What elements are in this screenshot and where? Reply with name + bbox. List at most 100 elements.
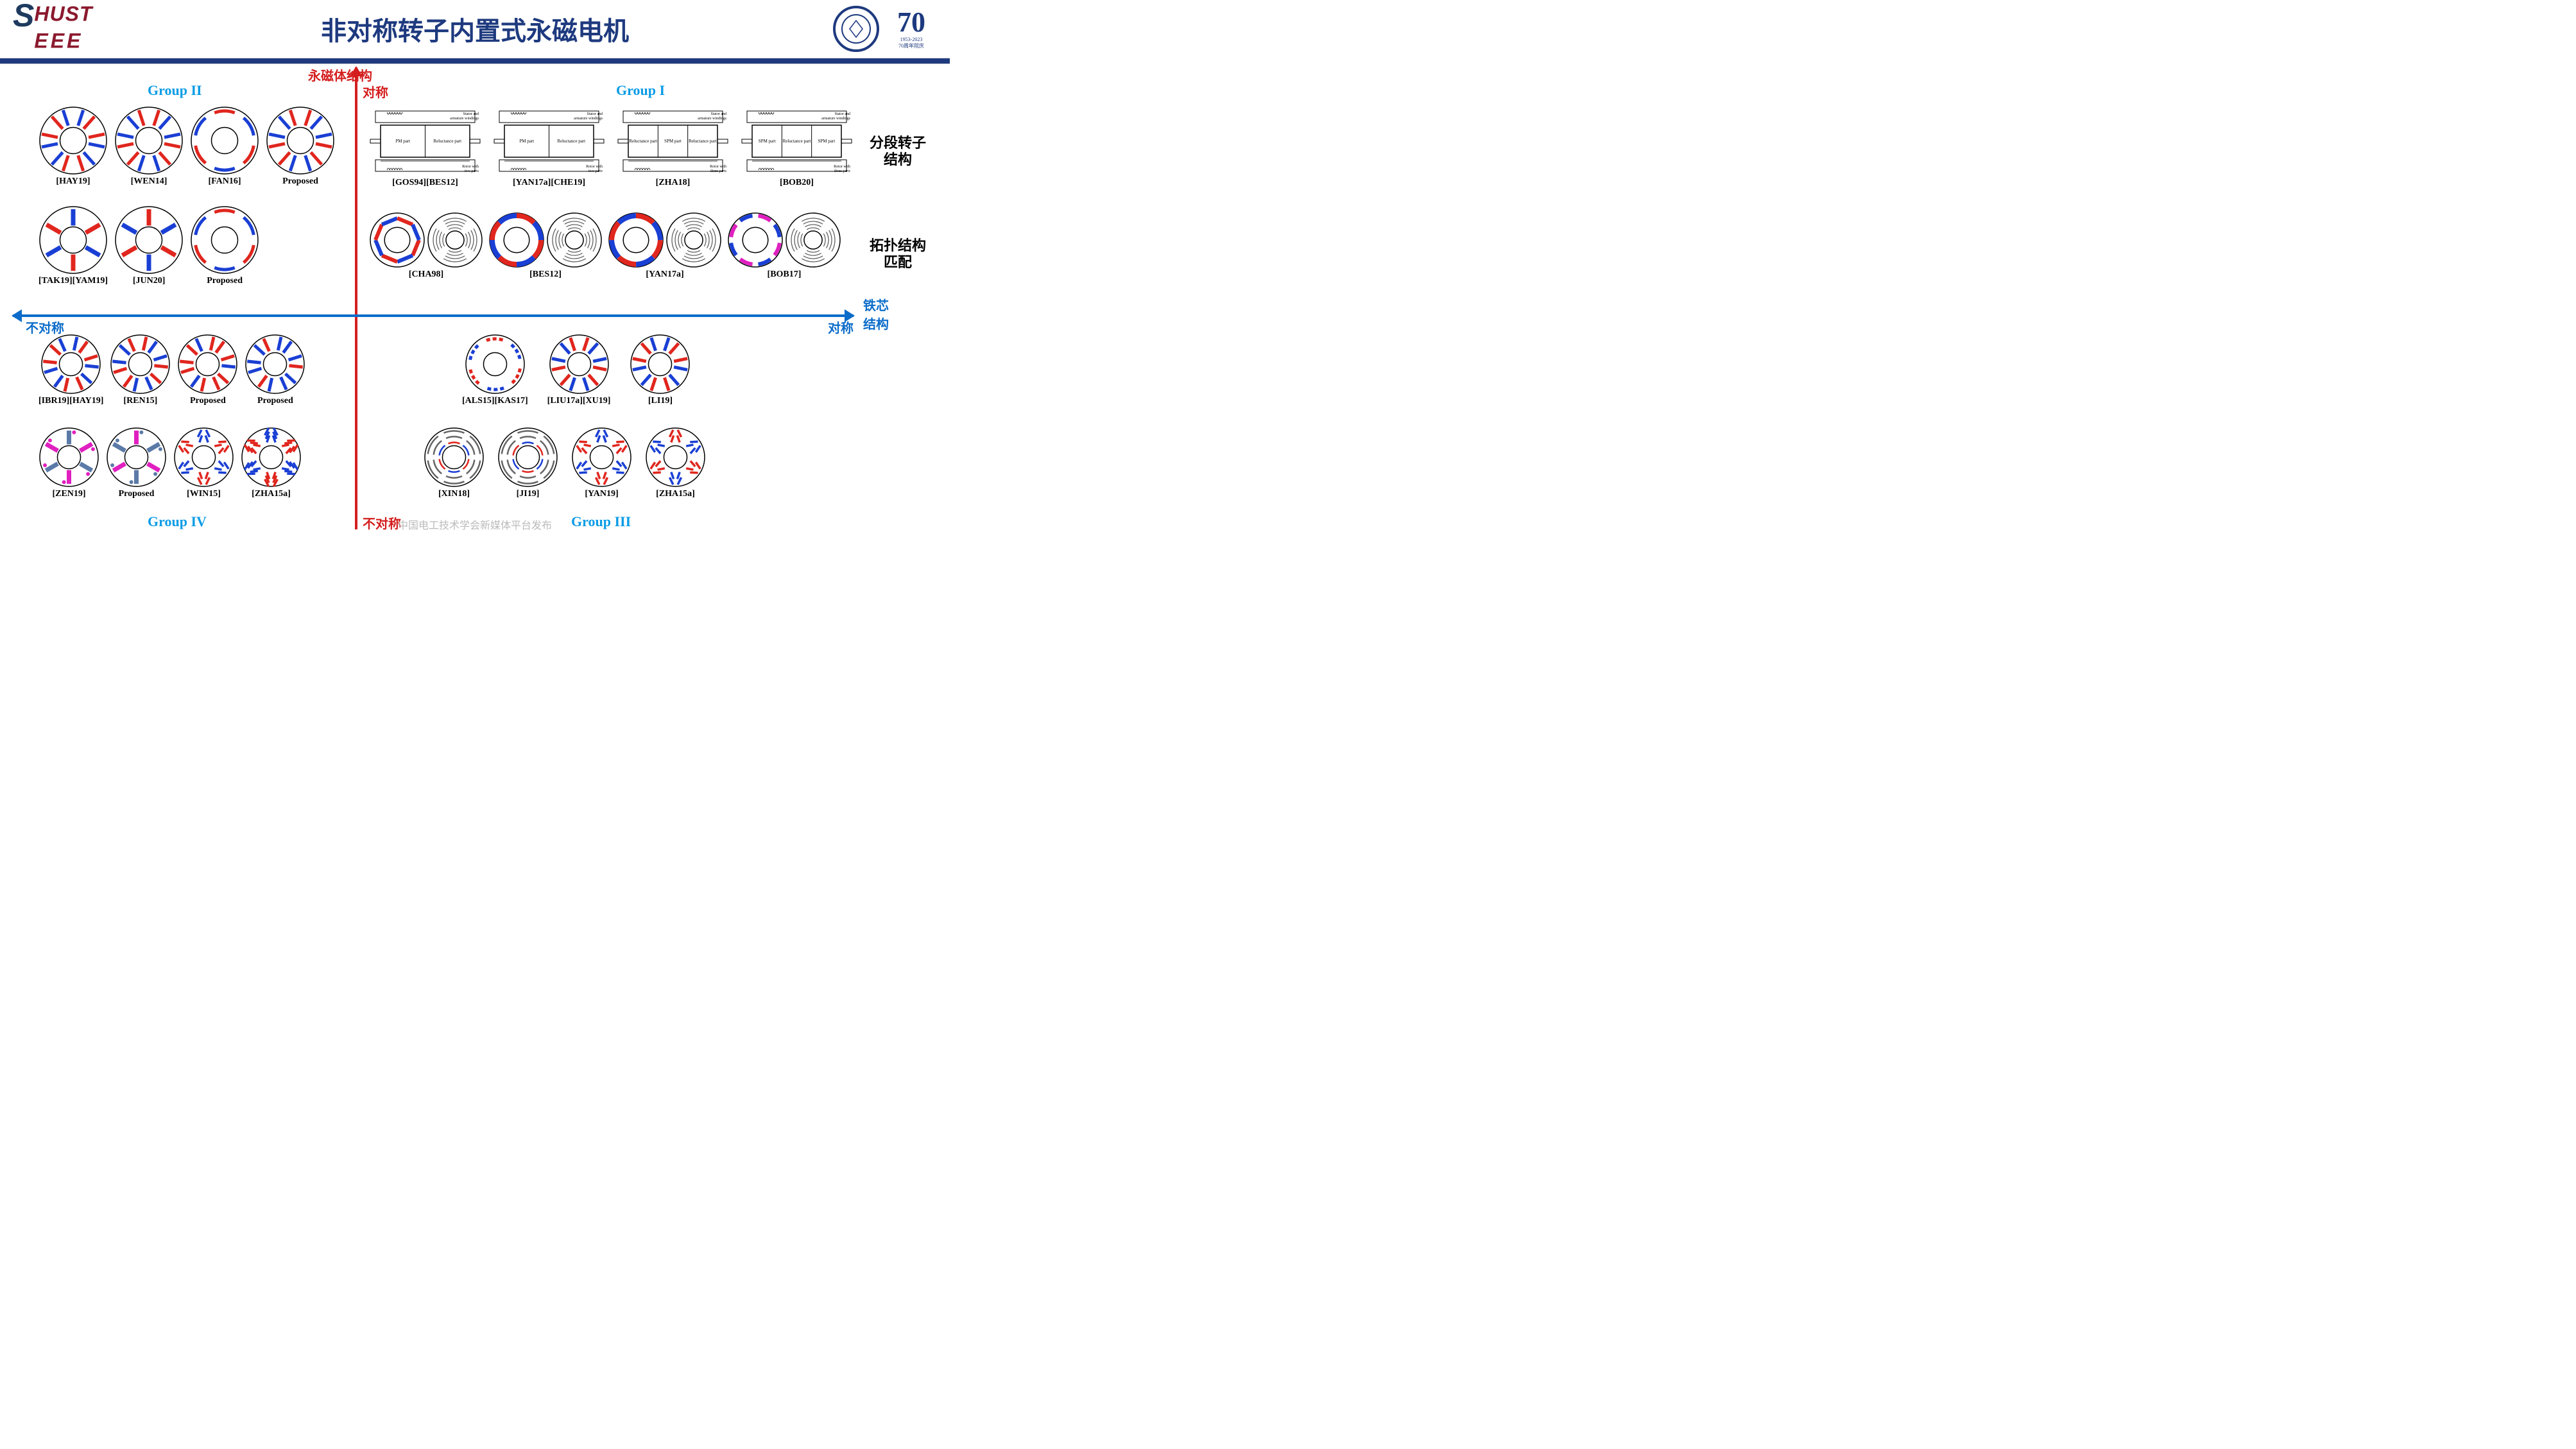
- logo-bottom-text: EEE: [34, 30, 83, 53]
- svg-text:Rotor with: Rotor with: [586, 165, 603, 169]
- diagram-item: [CHA98]: [369, 212, 483, 280]
- diagram-item: [LIU17a][XU19]: [547, 334, 611, 406]
- group1-label: Group I: [616, 82, 665, 99]
- svg-text:Stator and: Stator and: [587, 112, 603, 116]
- diagram-item: Proposed: [177, 334, 238, 406]
- diagram-item: [ZHA15a]: [241, 427, 302, 499]
- diagram-caption: [BES12]: [529, 270, 562, 280]
- diagram-caption: Proposed: [257, 396, 293, 406]
- diagram-item: [YAN19]: [571, 427, 632, 499]
- horizontal-axis: [13, 314, 854, 317]
- h-axis-title: 铁芯 结构: [863, 295, 889, 332]
- diagram-caption: [ZHA18]: [656, 178, 691, 188]
- diagram-item: [TAK19][YAM19]: [39, 205, 108, 286]
- diagram-caption: [ZHA15a]: [656, 489, 695, 499]
- svg-text:SPM part: SPM part: [664, 139, 682, 144]
- svg-text:SPM part: SPM part: [818, 139, 836, 144]
- svg-text:Stator and: Stator and: [463, 112, 479, 116]
- v-axis-title: 永磁体结构: [308, 65, 372, 84]
- group1-topo-row: [CHA98] [BES12] [YAN17a] [BOB17]: [369, 212, 841, 280]
- diagram-caption: [TAK19][YAM19]: [39, 276, 108, 286]
- diagram-caption: [ZHA15a]: [252, 489, 291, 499]
- svg-text:Rotor with: Rotor with: [834, 165, 850, 169]
- diagram-caption: [YAN17a]: [646, 270, 683, 280]
- group3-label: Group III: [571, 513, 631, 530]
- watermark-text: 中国电工技术学会新媒体平台发布: [398, 517, 552, 532]
- h-axis-right: 对称: [828, 318, 854, 336]
- anniversary-sub1: 1953-2023: [900, 37, 923, 42]
- diagram-item: PM part Reluctance part Stator andarmature…: [493, 106, 605, 188]
- svg-text:Reluctance part: Reluctance part: [689, 139, 717, 144]
- svg-text:armature windings: armature windings: [574, 117, 603, 121]
- svg-text:Stator and: Stator and: [711, 112, 727, 116]
- group2-row2: [TAK19][YAM19] [JUN20] Proposed: [39, 205, 259, 286]
- diagram-item: [YAN17a]: [608, 212, 722, 280]
- diagram-item: [HAY19]: [39, 106, 108, 187]
- vertical-axis: [355, 67, 357, 529]
- anniversary-sub2: 70周年院庆: [898, 42, 924, 49]
- diagram-caption: [JI19]: [517, 489, 540, 499]
- group4-row2: [ZEN19]Proposed[WIN15][ZHA15a]: [39, 427, 302, 499]
- diagram-caption: [YAN17a][CHE19]: [513, 178, 585, 188]
- diagram-caption: [IBR19][HAY19]: [39, 396, 103, 406]
- svg-text:Rotor with: Rotor with: [462, 165, 479, 169]
- svg-text:Reluctance part: Reluctance part: [629, 139, 657, 144]
- diagram-item: [IBR19][HAY19]: [39, 334, 103, 406]
- diagram-item: Proposed: [245, 334, 305, 406]
- school-emblem-icon: [833, 6, 879, 52]
- hust-logo: SHUST SEEE: [13, 2, 92, 56]
- anniversary-logo: 70 1953-2023 70周年院庆: [886, 6, 937, 52]
- logo-top-text: HUST: [34, 2, 92, 25]
- diagram-item: Proposed: [190, 205, 259, 286]
- header-divider: [0, 58, 950, 64]
- svg-text:armature windings: armature windings: [450, 117, 479, 121]
- diagram-item: [LI19]: [630, 334, 691, 406]
- diagram-caption: [BOB20]: [780, 178, 814, 188]
- group3-row2: [XIN18] [JI19] [YAN19] [ZHA15a]: [424, 427, 706, 499]
- svg-text:three parts: three parts: [834, 169, 851, 173]
- diagram-caption: [GOS94][BES12]: [392, 178, 458, 188]
- svg-text:three parts: three parts: [710, 169, 727, 173]
- svg-text:PM part: PM part: [519, 139, 534, 144]
- diagram-item: Proposed: [266, 106, 335, 187]
- diagram-caption: [WIN15]: [187, 489, 221, 499]
- group4-row1: [IBR19][HAY19] [REN15] Proposed Proposed: [39, 334, 305, 406]
- svg-text:armature windings: armature windings: [821, 117, 850, 121]
- group2-label: Group II: [148, 82, 202, 99]
- diagram-caption: [FAN16]: [208, 176, 241, 187]
- diagram-item: Reluctance part SPM part Reluctance part St…: [617, 106, 729, 188]
- svg-text:Stator and: Stator and: [835, 112, 851, 116]
- group1-seg-row: PM partReluctance partStator andarmature…: [369, 106, 853, 188]
- svg-text:two parts: two parts: [588, 169, 603, 173]
- diagram-caption: [XIN18]: [438, 489, 470, 499]
- svg-text:Rotor with: Rotor with: [710, 165, 726, 169]
- diagram-item: [BES12]: [488, 212, 603, 280]
- diagram-caption: [HAY19]: [56, 176, 90, 187]
- diagram-item: [WEN14]: [114, 106, 184, 187]
- topology-label: 拓扑结构 匹配: [870, 237, 926, 271]
- group3-row1: [ALS15][KAS17][LIU17a][XU19][LI19]: [462, 334, 691, 406]
- svg-text:armature windings: armature windings: [698, 117, 726, 121]
- diagram-caption: [REN15]: [123, 396, 157, 406]
- diagram-caption: Proposed: [207, 276, 243, 286]
- diagram-caption: [JUN20]: [133, 276, 166, 286]
- slide-title: 非对称转子内置式永磁电机: [321, 10, 629, 47]
- diagram-item: [WIN15]: [173, 427, 234, 499]
- slide-header: SHUST SEEE 非对称转子内置式永磁电机 70 1953-2023 70周…: [0, 0, 950, 58]
- v-axis-top: 对称: [363, 82, 388, 101]
- group2-row1: [HAY19] [WEN14] [FAN16] Proposed: [39, 106, 335, 187]
- svg-text:Reluctance part: Reluctance part: [557, 139, 585, 144]
- group4-label: Group IV: [148, 513, 207, 530]
- v-axis-bottom: 不对称: [363, 513, 401, 532]
- diagram-caption: Proposed: [282, 176, 318, 187]
- diagram-item: Proposed: [106, 427, 167, 499]
- diagram-caption: [BOB17]: [768, 270, 802, 280]
- quadrant-chart: 永磁体结构 对称 不对称 不对称 对称 铁芯 结构 分段转子 结构 拓扑结构 匹…: [0, 64, 950, 535]
- diagram-caption: [CHA98]: [409, 270, 443, 280]
- diagram-caption: Proposed: [119, 489, 155, 499]
- svg-text:Reluctance part: Reluctance part: [783, 139, 811, 144]
- diagram-caption: Proposed: [190, 396, 226, 406]
- diagram-item: [JUN20]: [114, 205, 184, 286]
- right-logos: 70 1953-2023 70周年院庆: [833, 6, 937, 52]
- diagram-caption: [WEN14]: [131, 176, 167, 187]
